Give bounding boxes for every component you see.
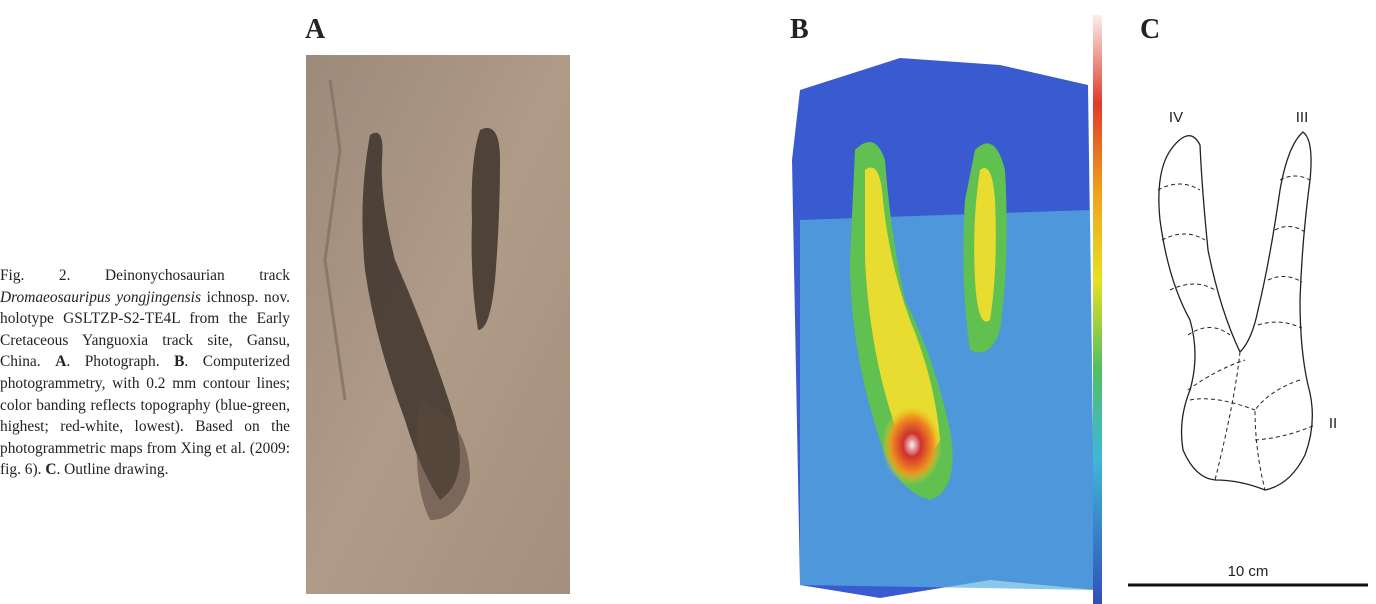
page: Fig. 2. Deinonychosaurian track Dromaeos… <box>0 0 1376 604</box>
panel-label: C <box>1140 14 1160 45</box>
digit-label: IV <box>1169 109 1183 126</box>
scale-label: 10 cm <box>1228 563 1269 580</box>
digit-label: II <box>1329 415 1337 432</box>
figure: A B C IV III II 10 cm <box>0 0 1376 604</box>
digit-label: III <box>1296 109 1309 126</box>
panel-label: B <box>790 14 809 45</box>
photogrammetry-map <box>792 15 1102 604</box>
panel-label: A <box>305 14 326 45</box>
photograph <box>306 55 570 594</box>
outline-drawing <box>1158 132 1315 490</box>
